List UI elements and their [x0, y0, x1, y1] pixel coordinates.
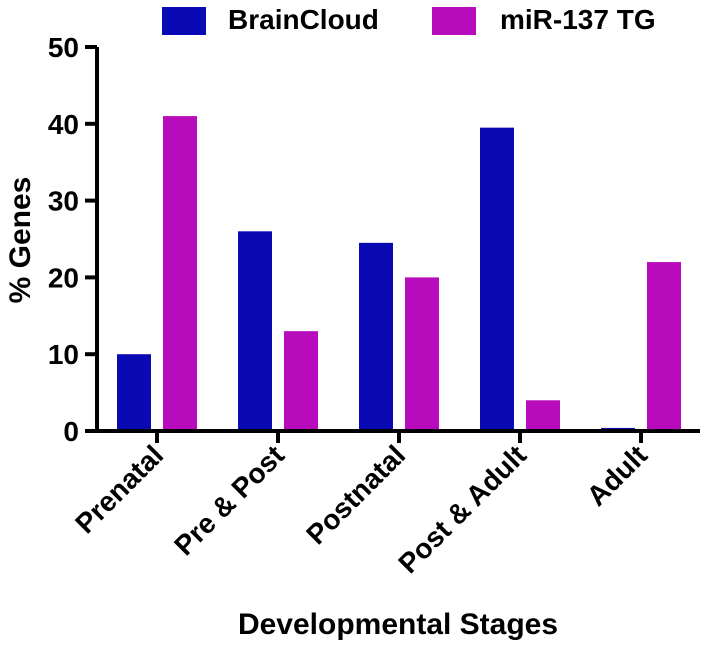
y-tick-label: 40	[48, 109, 79, 140]
legend-label-braincloud: BrainCloud	[228, 4, 379, 35]
y-tick-label: 10	[48, 339, 79, 370]
bar-mir137tg-3	[526, 400, 560, 431]
bar-mir137tg-1	[284, 331, 318, 431]
x-tick-label: Prenatal	[69, 439, 169, 539]
x-tick-label: Adult	[581, 439, 654, 512]
y-tick-label: 20	[48, 262, 79, 293]
legend-label-mir137tg: miR-137 TG	[500, 4, 656, 35]
bar-mir137tg-0	[163, 116, 197, 432]
y-tick-label: 50	[48, 32, 79, 63]
bar-mir137tg-4	[647, 262, 681, 431]
legend: BrainCloud miR-137 TG	[162, 4, 656, 35]
x-tick-label: Pre & Post	[168, 439, 290, 561]
y-axis-ticks: 0 10 20 30 40 50	[48, 32, 97, 447]
bar-mir137tg-2	[405, 277, 439, 431]
x-axis-label: Developmental Stages	[238, 608, 558, 641]
y-tick-label: 30	[48, 186, 79, 217]
y-tick-label: 0	[63, 416, 79, 447]
bar-braincloud-0	[117, 354, 151, 431]
x-tick-label: Postnatal	[300, 439, 411, 550]
y-axis-label: % Genes	[4, 177, 37, 304]
bar-braincloud-2	[359, 242, 393, 431]
legend-swatch-braincloud	[162, 7, 206, 35]
x-tick-label: Post & Adult	[392, 439, 532, 579]
bar-braincloud-3	[480, 127, 514, 431]
legend-swatch-mir137tg	[432, 7, 476, 35]
bar-braincloud-1	[238, 231, 272, 431]
bars	[117, 116, 681, 432]
